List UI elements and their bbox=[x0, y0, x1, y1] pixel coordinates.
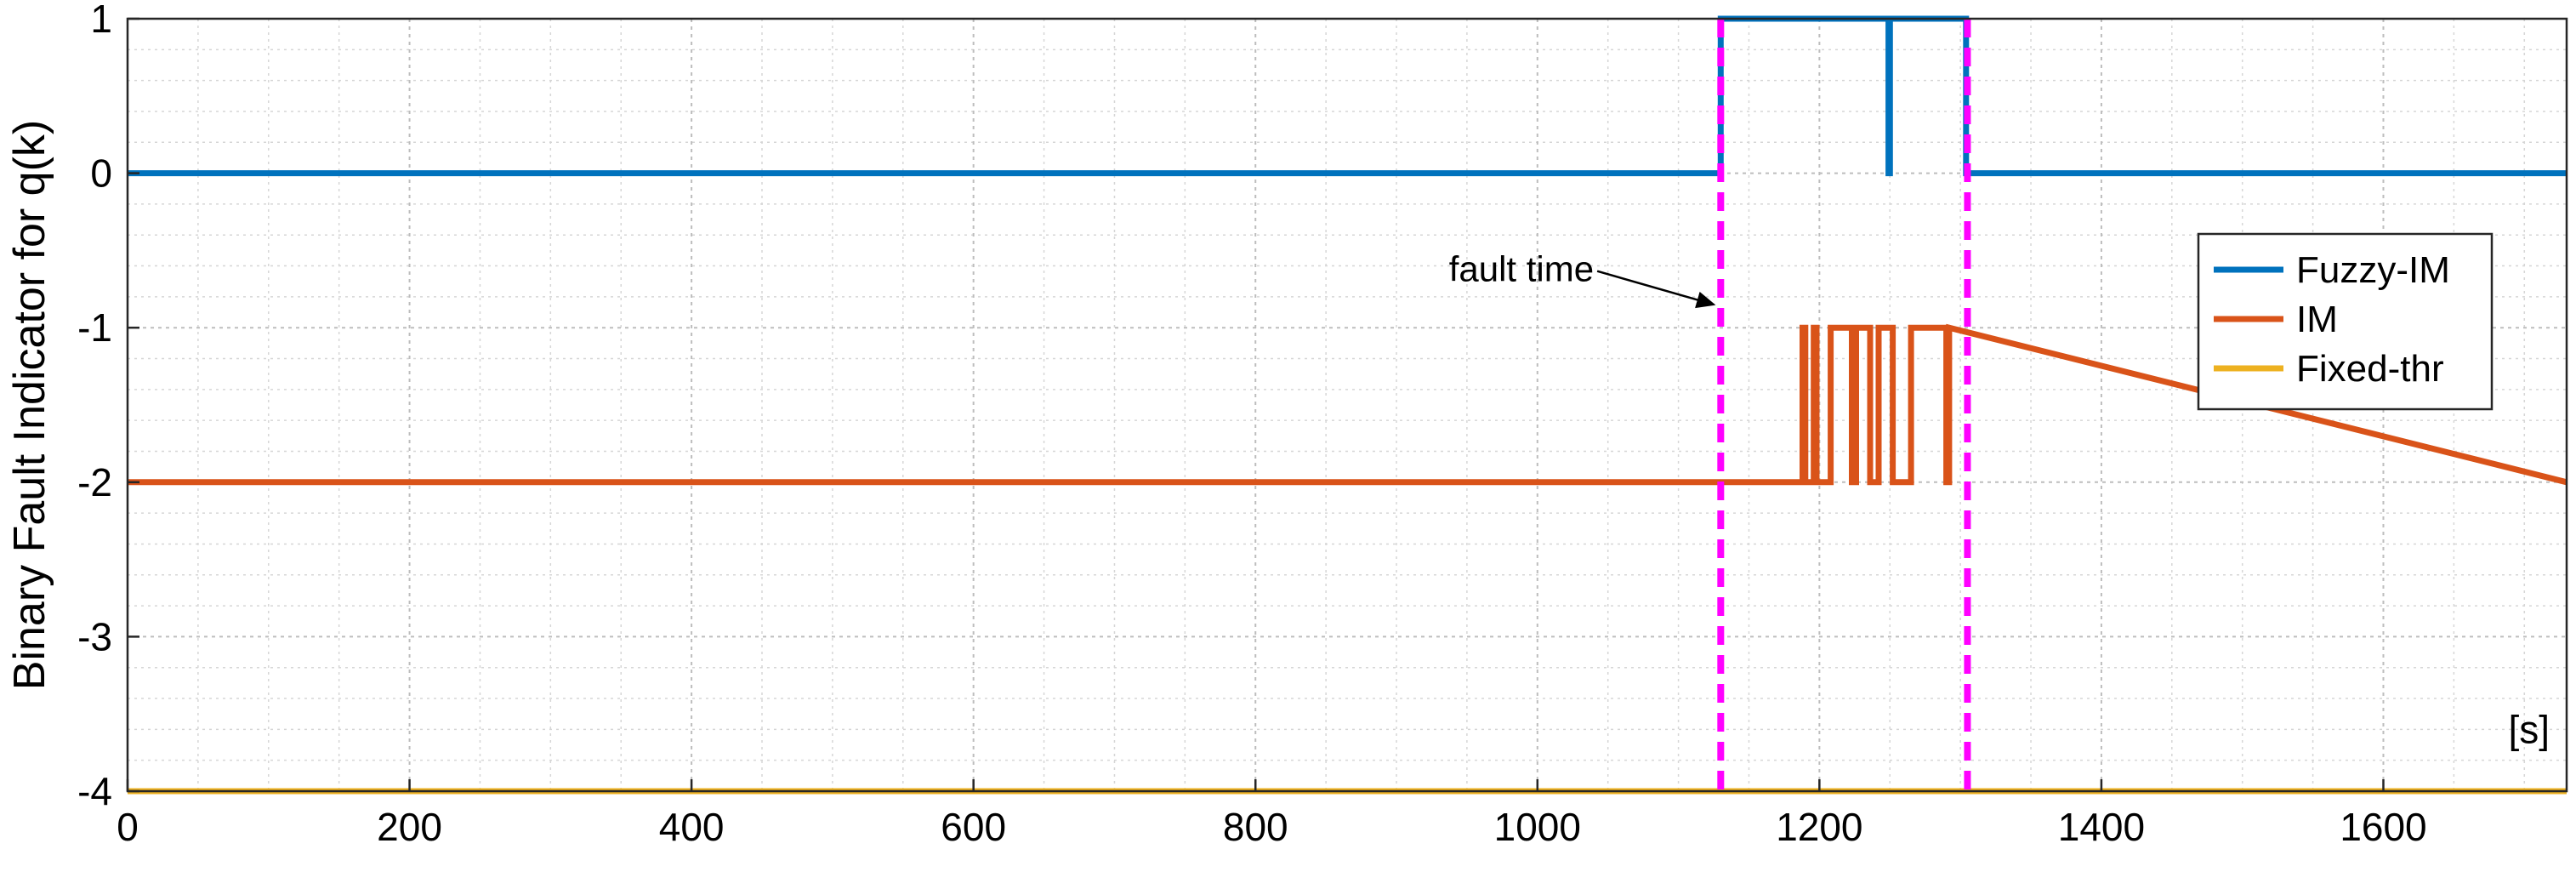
series-line-fuzzy-im bbox=[128, 15, 2567, 177]
legend-label: Fixed-thr bbox=[2296, 348, 2444, 390]
series-line-im bbox=[128, 323, 2567, 486]
fault-lines bbox=[1717, 19, 1971, 791]
x-tick-label: 1600 bbox=[2340, 805, 2426, 849]
y-tick-label: -4 bbox=[77, 769, 112, 813]
x-axis-unit: [s] bbox=[2508, 707, 2550, 751]
annotation-label: fault time bbox=[1449, 249, 1594, 289]
x-tick-label: 1400 bbox=[2058, 805, 2145, 849]
x-tick-label: 1000 bbox=[1494, 805, 1581, 849]
x-tick-label: 200 bbox=[377, 805, 442, 849]
y-tick-label: 1 bbox=[90, 0, 112, 41]
y-tick-label: -1 bbox=[77, 305, 112, 350]
x-tick-label: 600 bbox=[941, 805, 1006, 849]
y-axis-title: Binary Fault Indicator for q(k) bbox=[5, 120, 54, 690]
y-tick-label: 0 bbox=[90, 151, 112, 196]
y-tick-label: -3 bbox=[77, 614, 112, 658]
legend: Fuzzy-IM IM Fixed-thr bbox=[2197, 232, 2494, 411]
x-tick-label: 0 bbox=[117, 805, 139, 849]
y-tick-label: -2 bbox=[77, 460, 112, 504]
ticks: 0 200 400 600 800 1000 1200 1400 1600 1 0 -1 -2 -3 -4 bbox=[77, 0, 2427, 849]
legend-label: Fuzzy-IM bbox=[2296, 249, 2450, 291]
x-tick-label: 400 bbox=[659, 805, 725, 849]
plot-border bbox=[126, 17, 2568, 793]
legend-label: IM bbox=[2296, 299, 2338, 340]
annotation-arrow bbox=[1596, 270, 1716, 309]
annotations: fault time bbox=[1449, 249, 1716, 309]
x-tick-label: 800 bbox=[1223, 805, 1288, 849]
x-tick-label: 1200 bbox=[1776, 805, 1862, 849]
